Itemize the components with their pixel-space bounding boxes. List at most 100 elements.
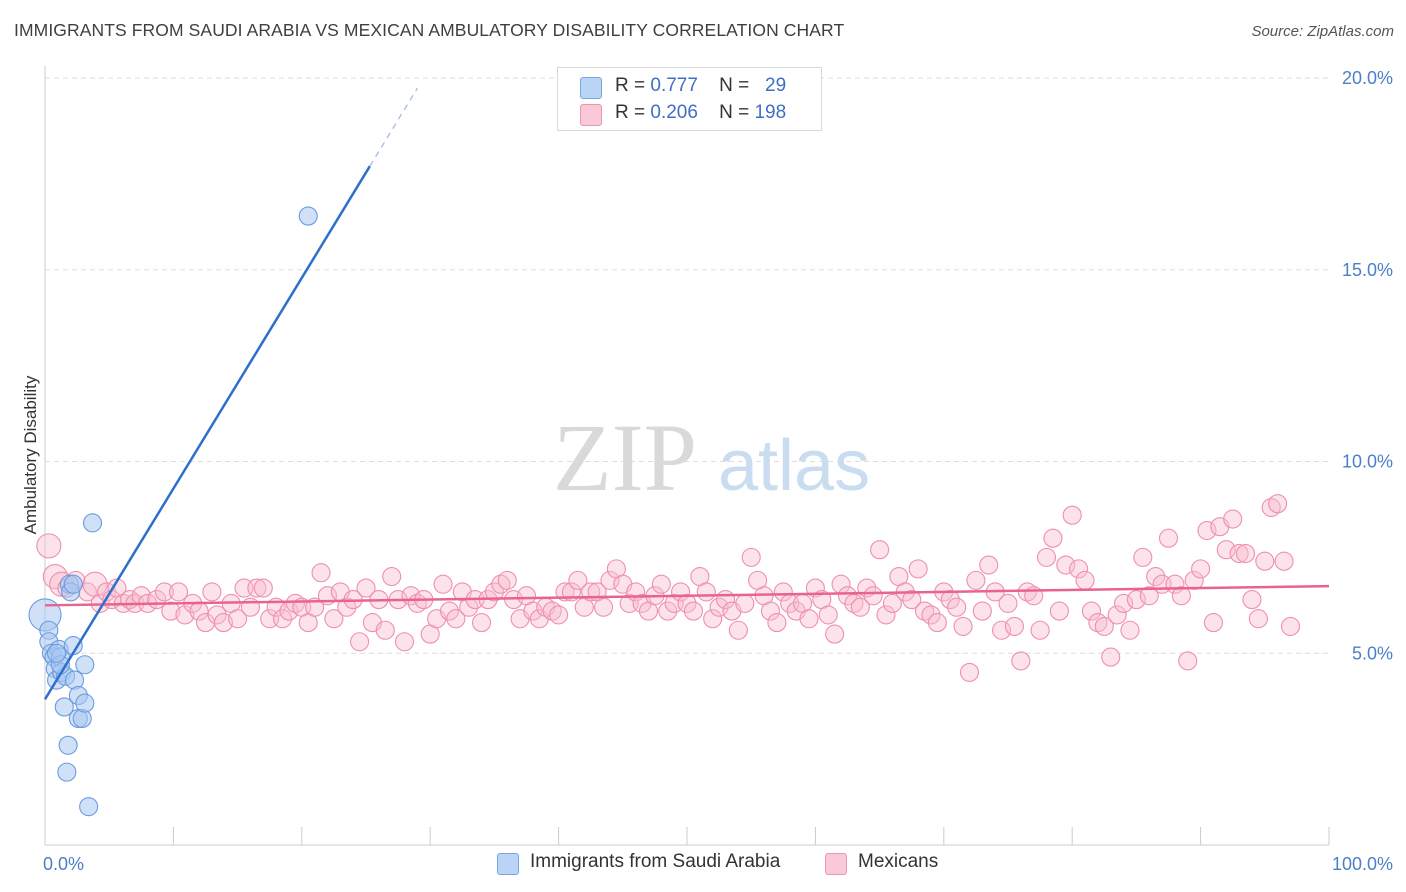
point-mexicans xyxy=(683,601,703,621)
point-mexicans xyxy=(1171,586,1191,606)
point-mexicans xyxy=(998,593,1018,613)
point-mexicans xyxy=(972,601,992,621)
legend-n-value: 198 xyxy=(754,102,787,123)
point-mexicans xyxy=(356,578,376,598)
legend-r-label: R = xyxy=(615,102,646,123)
point-mexicans xyxy=(272,609,293,629)
point-saudi-arabia xyxy=(79,797,99,817)
point-mexicans xyxy=(902,590,922,610)
point-mexicans xyxy=(472,613,492,633)
y-tick-label: 10.0% xyxy=(1342,452,1393,472)
point-mexicans xyxy=(658,601,678,621)
point-mexicans xyxy=(882,593,902,613)
points-saudi-arabia xyxy=(28,206,318,817)
watermark-zip: ZIP xyxy=(553,404,697,511)
axis-layer xyxy=(44,66,1330,846)
point-mexicans xyxy=(799,609,819,629)
point-mexicans xyxy=(446,609,466,629)
point-mexicans xyxy=(741,547,761,567)
legend-n-value: 29 xyxy=(765,75,787,96)
trendline-mexicans xyxy=(44,584,1330,607)
point-mexicans xyxy=(1274,551,1294,571)
point-mexicans xyxy=(324,609,344,629)
point-mexicans xyxy=(497,570,517,590)
point-mexicans xyxy=(1216,540,1236,560)
point-mexicans xyxy=(959,662,980,682)
point-mexicans xyxy=(1248,609,1268,629)
point-mexicans xyxy=(433,574,453,594)
point-mexicans xyxy=(773,582,793,602)
point-mexicans xyxy=(213,613,234,633)
point-mexicans xyxy=(979,555,999,575)
point-mexicans xyxy=(651,574,671,594)
point-mexicans xyxy=(992,620,1012,640)
point-mexicans xyxy=(523,601,543,621)
point-mexicans xyxy=(439,601,460,621)
point-mexicans xyxy=(593,597,614,617)
source-label: Source: ZipAtlas.com xyxy=(1251,23,1394,40)
legend-r-value: 0.777 xyxy=(650,75,698,96)
point-mexicans xyxy=(161,601,181,621)
point-mexicans xyxy=(175,605,195,625)
point-saudi-arabia xyxy=(298,206,318,226)
point-mexicans xyxy=(600,570,620,590)
point-mexicans xyxy=(1268,494,1288,514)
point-mexicans xyxy=(1056,555,1076,575)
point-mexicans xyxy=(1242,590,1262,610)
point-mexicans xyxy=(36,533,62,559)
point-mexicans xyxy=(1011,651,1031,671)
point-mexicans xyxy=(247,578,267,598)
point-mexicans xyxy=(337,597,357,617)
point-mexicans xyxy=(168,582,189,602)
point-mexicans xyxy=(1223,509,1243,529)
point-mexicans xyxy=(825,624,845,644)
point-mexicans xyxy=(818,605,838,625)
point-mexicans xyxy=(1030,620,1050,640)
point-mexicans xyxy=(1107,605,1127,625)
stats-legend: R = 0.777 N = 29 R = 0.206 N = 198 xyxy=(557,67,822,131)
point-mexicans xyxy=(1178,651,1198,671)
point-mexicans xyxy=(1133,547,1153,567)
point-mexicans xyxy=(850,597,870,617)
point-mexicans xyxy=(921,605,941,625)
point-mexicans xyxy=(1101,647,1121,667)
point-mexicans xyxy=(154,582,174,602)
point-mexicans xyxy=(1146,566,1166,587)
point-mexicans xyxy=(760,601,781,621)
point-mexicans xyxy=(837,586,858,606)
legend-text: R = 0.206 N = 198 xyxy=(615,102,786,124)
point-mexicans xyxy=(1075,570,1095,590)
point-mexicans xyxy=(1094,616,1114,636)
point-mexicans xyxy=(394,632,415,652)
y-axis-label: Ambulatory Disability xyxy=(21,375,40,534)
point-mexicans xyxy=(876,605,896,625)
point-mexicans xyxy=(767,613,787,633)
point-saudi-arabia xyxy=(58,735,78,755)
legend-swatch-saudi-arabia xyxy=(580,77,602,99)
point-mexicans xyxy=(1197,520,1217,541)
y-tick-label: 15.0% xyxy=(1342,260,1393,280)
label-layer: 5.0% 10.0% 15.0% 20.0% 0.0% 100.0% Ambulatory … xyxy=(21,68,1393,874)
point-mexicans xyxy=(709,597,729,617)
point-mexicans xyxy=(870,540,890,560)
legend-n-label: N = xyxy=(719,75,750,96)
point-saudi-arabia xyxy=(57,762,77,782)
point-mexicans xyxy=(484,582,504,602)
trend-layer xyxy=(43,87,1330,700)
point-mexicans xyxy=(863,586,883,606)
point-mexicans xyxy=(311,563,331,583)
point-mexicans xyxy=(1255,551,1275,571)
point-mexicans xyxy=(207,605,227,625)
point-mexicans xyxy=(908,559,928,579)
point-mexicans xyxy=(696,582,716,602)
point-mexicans xyxy=(1235,543,1256,564)
legend-r-value: 0.206 xyxy=(650,102,698,123)
point-mexicans xyxy=(728,620,748,640)
point-mexicans xyxy=(1049,601,1069,621)
legend-n-label: N = xyxy=(719,102,750,123)
bottom-legend-swatch-mexicans xyxy=(825,853,847,875)
point-mexicans xyxy=(350,632,370,652)
point-mexicans xyxy=(735,593,755,613)
point-mexicans xyxy=(703,609,723,629)
